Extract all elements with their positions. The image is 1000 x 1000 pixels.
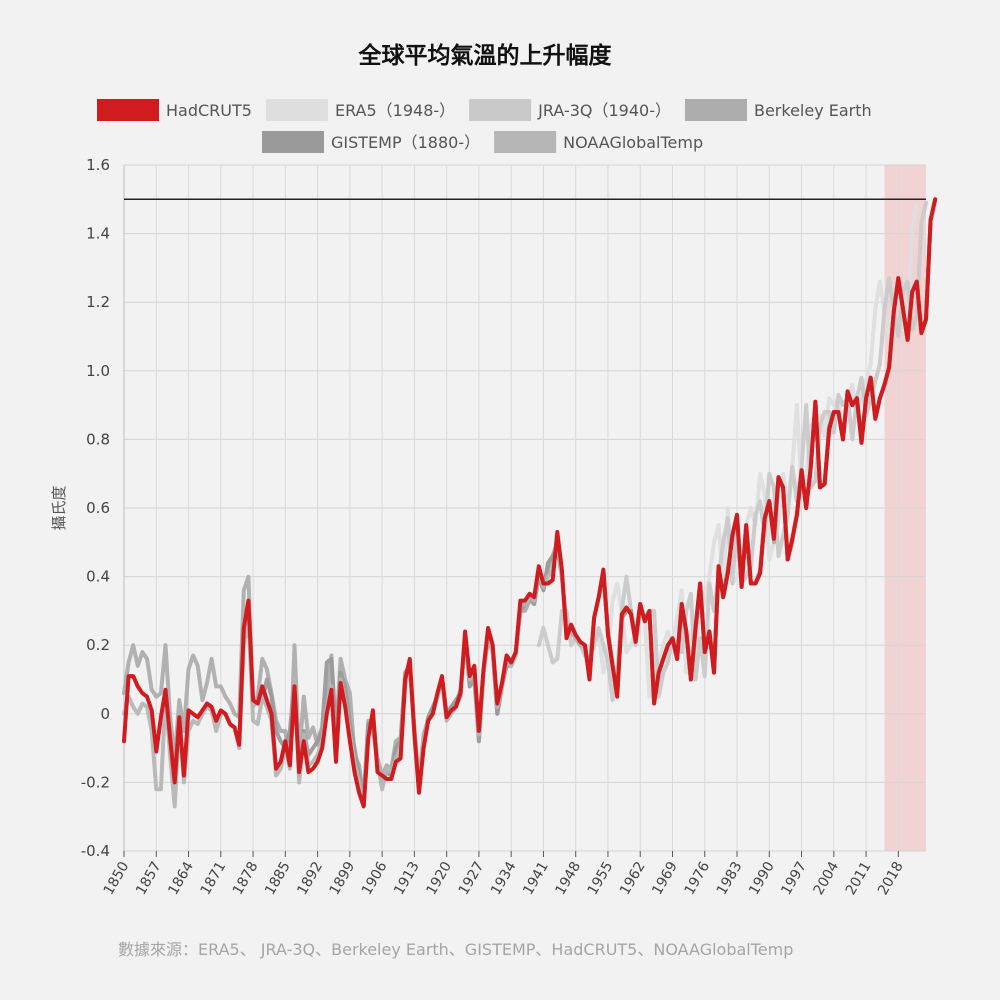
x-tick-label: 1990 xyxy=(746,859,778,898)
y-tick-label: -0.4 xyxy=(81,842,110,860)
y-tick-label: 1.0 xyxy=(86,362,110,380)
y-tick-layer: -0.4 -0.2 0 0.2 0.4 0.6 0.8 1.0 1.2 1.4 1.6 xyxy=(81,156,110,860)
x-tick-label: 1941 xyxy=(520,859,552,898)
x-tick-label: 1983 xyxy=(714,859,746,898)
x-tick-label: 2004 xyxy=(811,859,843,898)
x-tick-label: 1997 xyxy=(778,859,810,898)
series-line-noaaglobaltemp xyxy=(122,197,938,809)
series-line-hadcrut5 xyxy=(122,197,938,809)
legend-swatch xyxy=(265,99,328,121)
x-tick-label: 2011 xyxy=(843,859,875,898)
y-tick-label: 0.6 xyxy=(86,499,110,517)
x-tick-label: 1892 xyxy=(294,859,326,898)
y-tick-label: 0.4 xyxy=(86,568,110,586)
x-tick-label: 1934 xyxy=(488,859,520,898)
legend-label: ERA5（1948-） xyxy=(335,101,455,120)
x-tick-label: 1878 xyxy=(230,859,262,898)
x-tick-label: 1927 xyxy=(456,859,488,898)
y-tick-label: 0 xyxy=(100,705,110,723)
x-tick-layer: 1850 1857 1864 1871 1878 1885 1892 1899 1906 1913… xyxy=(101,851,907,898)
y-axis-label: 攝氏度 xyxy=(50,485,68,530)
chart-title: 全球平均氣溫的上升幅度 xyxy=(358,42,613,69)
x-tick-label: 1850 xyxy=(101,859,133,898)
x-tick-label: 1962 xyxy=(617,859,649,898)
y-tick-label: 1.4 xyxy=(86,225,110,243)
x-tick-label: 1871 xyxy=(198,859,230,898)
x-tick-label: 1955 xyxy=(585,859,617,898)
x-tick-label: 1948 xyxy=(552,859,584,898)
legend-swatch xyxy=(684,99,747,121)
x-tick-label: 1864 xyxy=(165,859,197,898)
source-note: 數據來源：ERA5、 JRA-3Q、Berkeley Earth、GISTEMP… xyxy=(118,940,793,959)
legend-label: Berkeley Earth xyxy=(754,101,872,120)
y-tick-label: 0.2 xyxy=(86,636,110,654)
series-line-berkeley-earth xyxy=(122,197,938,802)
legend: HadCRUT5 ERA5（1948-） JRA-3Q（1940-） Berkeley… xyxy=(97,99,872,153)
legend-label: GISTEMP（1880-） xyxy=(331,133,480,152)
legend-label: NOAAGlobalTemp xyxy=(563,133,703,152)
legend-swatch xyxy=(97,99,159,121)
x-tick-label: 1885 xyxy=(262,859,294,898)
y-tick-label: 0.8 xyxy=(86,430,110,448)
legend-swatch xyxy=(494,131,557,153)
legend-label: JRA-3Q（1940-） xyxy=(537,101,671,120)
x-tick-label: 1906 xyxy=(359,859,391,898)
legend-swatch xyxy=(262,131,324,153)
legend-label: HadCRUT5 xyxy=(166,101,252,120)
x-tick-label: 1913 xyxy=(391,859,423,898)
y-tick-label: 1.6 xyxy=(86,156,110,174)
series-line-jra-3q-1940 xyxy=(536,200,928,703)
x-tick-label: 1857 xyxy=(133,859,165,898)
legend-swatch xyxy=(469,99,532,121)
x-tick-label: 2018 xyxy=(875,859,907,898)
series-layer xyxy=(122,197,938,809)
x-tick-label: 1969 xyxy=(649,859,681,898)
y-tick-label: 1.2 xyxy=(86,293,110,311)
y-tick-label: -0.2 xyxy=(81,773,110,791)
x-tick-label: 1899 xyxy=(327,859,359,898)
x-tick-label: 1976 xyxy=(682,859,714,898)
x-tick-label: 1920 xyxy=(423,859,455,898)
